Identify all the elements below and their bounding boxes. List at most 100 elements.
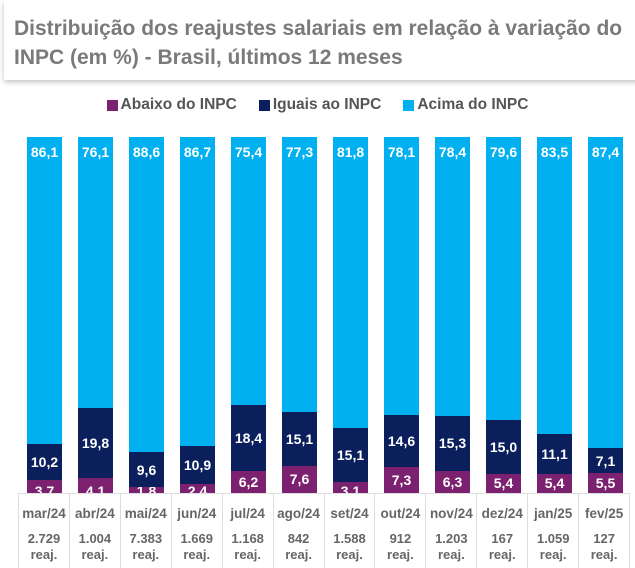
bar-acima: 77,3	[282, 137, 317, 413]
month-label: ago/24	[277, 506, 320, 521]
bar-acima: 81,8	[333, 137, 368, 429]
legend-item: Iguais ao INPC	[258, 96, 382, 114]
bar-iguais: 7,1	[588, 448, 623, 474]
bar-acima: 88,6	[129, 137, 164, 453]
count-unit: reaj.	[488, 547, 516, 562]
category-cell: abr/24 1.004 reaj.	[68, 494, 120, 568]
bar-iguais: 15,3	[435, 416, 470, 471]
month-label: out/24	[380, 506, 421, 521]
month-label: jan/25	[534, 506, 573, 521]
data-label: 79,6	[489, 144, 518, 161]
count-value: 1.588	[333, 531, 366, 546]
data-label: 18,4	[234, 430, 263, 447]
bar-iguais: 9,6	[129, 452, 164, 487]
month-label: fev/25	[584, 506, 624, 521]
data-label: 78,4	[438, 144, 467, 161]
bar-iguais: 15,1	[282, 412, 317, 466]
data-label: 10,2	[30, 453, 59, 470]
month-label: jun/24	[177, 506, 217, 521]
month-label: mai/24	[124, 506, 167, 521]
data-label: 86,7	[183, 144, 212, 161]
count-value: 1.669	[180, 531, 213, 546]
category-cell: fev/25 127 reaj.	[578, 494, 631, 568]
month-label: set/24	[330, 506, 369, 521]
legend-label: Abaixo do INPC	[120, 96, 237, 113]
month-label: mar/24	[22, 506, 66, 521]
legend-swatch	[106, 99, 118, 111]
bar-acima: 86,1	[27, 137, 62, 444]
count-value: 7.383	[129, 531, 163, 546]
plot-area: 3,7 10,2 86,1 4,1 19,8 76,1 1,8 9,6 88,6 2,4 10,9 8…	[0, 137, 635, 499]
bar-abaixo: 5,4	[537, 473, 572, 493]
category-table: mar/24 2.729 reaj. abr/24 1.004 reaj. mai/24 7.…	[18, 493, 631, 568]
count-unit: reaj.	[539, 547, 567, 562]
title-box: Distribuição dos reajustes salariais em …	[4, 0, 635, 80]
category-cell: nov/24 1.203 reaj.	[425, 494, 476, 568]
bar-iguais: 15,1	[333, 428, 368, 482]
bar-abaixo: 2,4	[180, 483, 215, 499]
count-value: 1.203	[435, 531, 468, 546]
data-label: 9,6	[136, 461, 157, 478]
category-cell: mar/24 2.729 reaj.	[18, 494, 69, 568]
count-unit: reaj.	[285, 547, 312, 562]
bar-abaixo: 6,2	[231, 470, 266, 493]
data-label: 75,4	[234, 144, 263, 161]
category-cell: ago/24 842 reaj.	[272, 494, 324, 568]
bar-abaixo: 3,1	[333, 481, 368, 499]
data-label: 15,3	[438, 435, 467, 452]
data-label: 3,1	[340, 483, 361, 499]
data-label: 4,1	[85, 483, 106, 499]
count-value: 127	[593, 531, 615, 546]
count-value: 842	[287, 531, 310, 546]
count-value: 167	[491, 531, 514, 546]
bar-iguais: 11,1	[537, 434, 572, 474]
bar-iguais: 10,2	[27, 443, 62, 480]
bar-abaixo: 3,7	[27, 479, 62, 499]
count-unit: reaj.	[234, 547, 262, 562]
month-label: nov/24	[429, 506, 473, 521]
data-label: 15,1	[336, 447, 365, 464]
data-label: 83,5	[540, 144, 569, 161]
bar-acima: 79,6	[486, 137, 521, 421]
month-label: dez/24	[481, 506, 523, 521]
category-cell: mai/24 7.383 reaj.	[119, 494, 171, 568]
bar-acima: 76,1	[78, 137, 113, 408]
data-label: 14,6	[387, 433, 416, 450]
data-label: 11,1	[541, 446, 568, 463]
category-cell: dez/24 167 reaj.	[476, 494, 527, 568]
count-unit: reaj.	[590, 547, 618, 562]
data-label: 5,5	[595, 475, 616, 492]
data-label: 6,2	[238, 473, 259, 490]
data-label: 7,6	[289, 471, 310, 488]
bar-iguais: 19,8	[78, 407, 113, 479]
data-label: 1,8	[136, 483, 157, 499]
count-unit: reaj.	[387, 547, 414, 562]
legend: Abaixo do INPC Iguais ao INPC Acima do INP…	[0, 96, 635, 114]
category-cell: jul/24 1.168 reaj.	[221, 494, 273, 568]
legend-item: Abaixo do INPC	[106, 96, 237, 114]
bar-abaixo: 5,4	[486, 473, 521, 493]
bar-acima: 83,5	[537, 137, 572, 435]
category-cell: jun/24 1.669 reaj.	[170, 494, 222, 568]
legend-label: Iguais ao INPC	[272, 96, 382, 113]
data-label: 76,1	[81, 144, 110, 161]
bar-acima: 78,1	[384, 137, 419, 416]
legend-label: Acima do INPC	[417, 96, 529, 113]
data-label: 77,3	[285, 144, 314, 161]
bar-iguais: 15,0	[486, 420, 521, 474]
count-unit: reaj.	[81, 547, 109, 562]
count-unit: reaj.	[437, 547, 465, 562]
bar-abaixo: 7,6	[282, 465, 317, 493]
data-label: 87,4	[591, 144, 620, 161]
data-label: 7,3	[391, 472, 412, 488]
data-label: 19,8	[81, 435, 110, 452]
category-cell: out/24 912 reaj.	[374, 494, 425, 568]
month-label: abr/24	[74, 506, 115, 521]
bar-abaixo: 1,8	[129, 483, 164, 499]
bar-abaixo: 4,1	[78, 478, 113, 499]
bar-acima: 78,4	[435, 137, 470, 417]
data-label: 5,4	[493, 475, 514, 492]
data-label: 15,0	[489, 439, 518, 456]
bar-iguais: 10,9	[180, 445, 215, 485]
count-unit: reaj.	[132, 547, 160, 562]
